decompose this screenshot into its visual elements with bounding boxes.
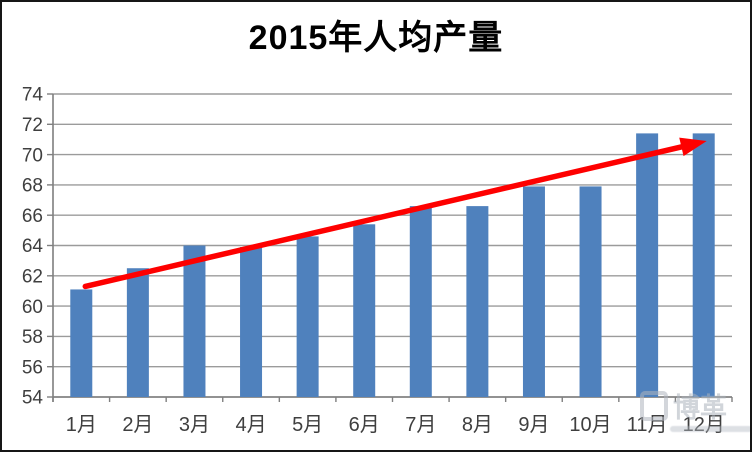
y-tick-label: 62 [22,266,43,287]
x-tick-label: 12月 [683,414,725,436]
x-tick-label: 2月 [122,414,153,436]
y-axis-labels: 74 72 70 68 66 64 62 60 58 56 54 [22,85,44,409]
bars [70,133,715,397]
bar-3月 [183,245,206,397]
x-tick-label: 9月 [518,414,549,436]
bar-12月 [692,133,715,397]
y-tick-label: 72 [22,115,43,136]
gridlines [53,93,732,398]
x-tick-label: 1月 [66,414,97,436]
bar-1月 [70,289,93,397]
x-tick-label: 6月 [349,414,380,436]
y-tick-label: 56 [22,357,43,378]
bar-2月 [126,268,149,397]
y-tick-label: 70 [22,145,43,166]
x-tick-label: 3月 [179,414,210,436]
x-tick-label: 4月 [235,414,266,436]
y-tick-label: 68 [22,176,43,197]
y-tick-label: 54 [22,388,44,409]
trend-arrow-line [82,141,696,290]
x-tick-label: 8月 [462,414,493,436]
y-axis-ticks [47,93,53,398]
bar-11月 [636,133,659,397]
chart-title: 2015年人均产量 [248,19,504,57]
y-tick-label: 60 [22,297,43,318]
bar-10月 [579,186,602,397]
bar-4月 [240,247,263,397]
bar-7月 [409,206,432,397]
y-tick-label: 58 [22,327,43,348]
bar-8月 [466,206,489,397]
y-tick-label: 64 [22,236,44,257]
bar-6月 [353,224,376,397]
trend-arrow-head [679,137,707,157]
x-tick-label: 11月 [627,414,668,436]
x-tick-label: 5月 [292,414,323,436]
bar-9月 [522,186,545,397]
y-tick-label: 66 [22,206,43,227]
x-tick-label: 10月 [569,414,611,436]
x-axis-labels: 1月 2月 3月 4月 5月 6月 7月 8月 9月 10月 11月 12月 [66,414,725,436]
y-tick-label: 74 [22,85,44,106]
bar-5月 [296,236,319,397]
x-tick-label: 7月 [405,414,436,436]
x-axis-ticks [52,397,733,402]
